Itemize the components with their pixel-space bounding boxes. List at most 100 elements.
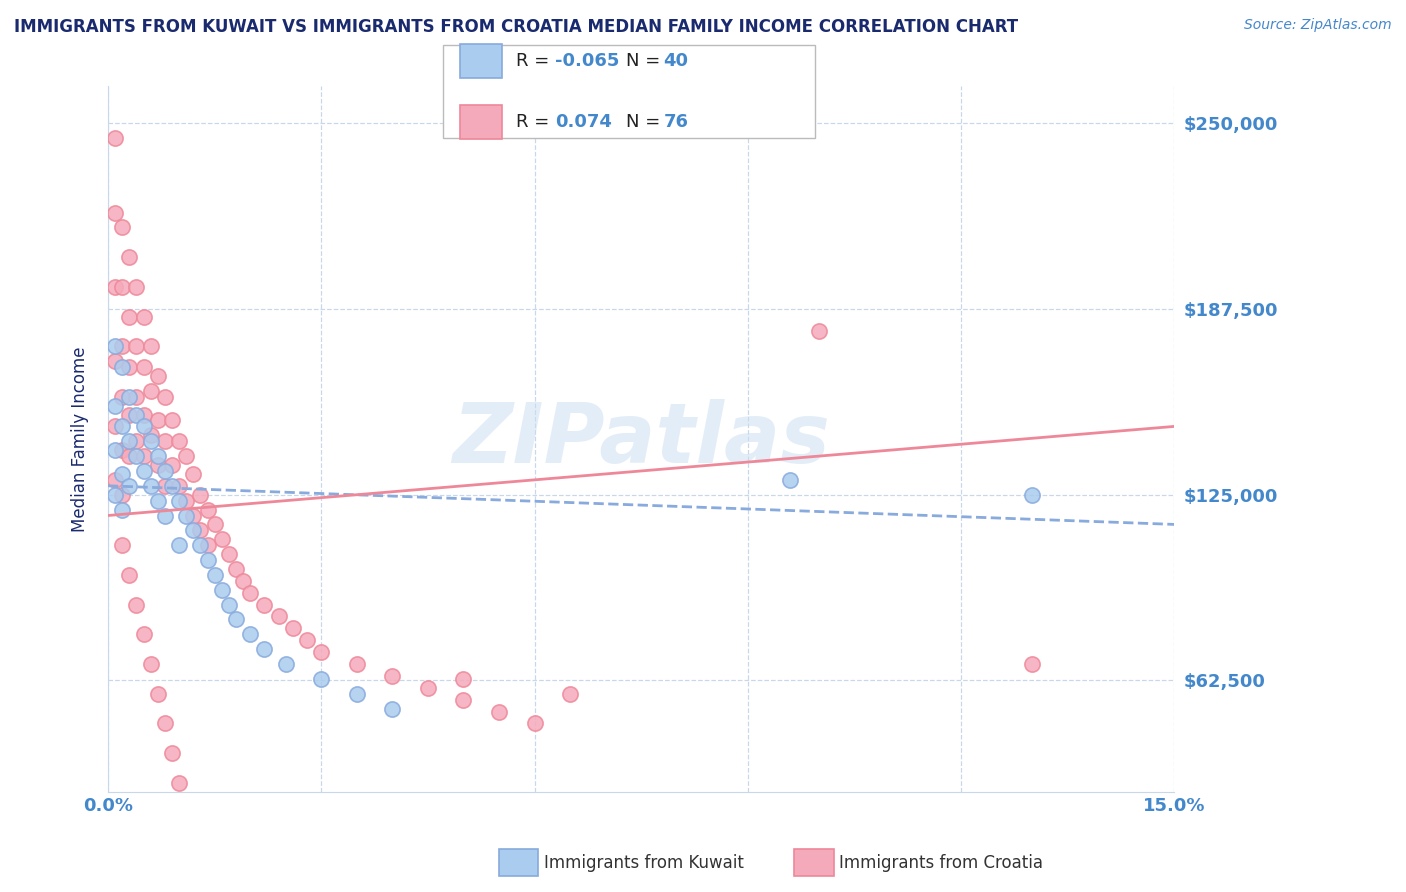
Point — [104, 339, 127, 353]
Point — [1021, 488, 1043, 502]
Y-axis label: Median Family Income: Median Family Income — [72, 346, 89, 532]
Point — [153, 434, 176, 449]
Text: Source: ZipAtlas.com: Source: ZipAtlas.com — [1244, 18, 1392, 32]
Point — [779, 473, 801, 487]
Point — [181, 524, 204, 538]
Point — [153, 390, 176, 404]
Point — [160, 458, 183, 472]
Point — [160, 413, 183, 427]
Point — [381, 669, 404, 683]
Point — [139, 434, 162, 449]
Point — [132, 310, 155, 324]
Point — [146, 368, 169, 383]
Point — [111, 419, 134, 434]
Point — [111, 280, 134, 294]
Point — [146, 413, 169, 427]
Point — [118, 434, 141, 449]
Point — [239, 627, 262, 641]
Point — [346, 657, 368, 671]
Point — [118, 568, 141, 582]
Point — [232, 574, 254, 588]
Text: R =: R = — [516, 52, 555, 70]
Text: N =: N = — [626, 52, 665, 70]
Text: IMMIGRANTS FROM KUWAIT VS IMMIGRANTS FROM CROATIA MEDIAN FAMILY INCOME CORRELATI: IMMIGRANTS FROM KUWAIT VS IMMIGRANTS FRO… — [14, 18, 1018, 36]
Point — [253, 642, 276, 657]
Point — [111, 220, 134, 235]
Point — [139, 339, 162, 353]
Point — [125, 408, 148, 422]
Point — [204, 517, 226, 532]
Point — [197, 538, 219, 552]
Text: R =: R = — [516, 113, 555, 131]
Point — [125, 280, 148, 294]
Point — [346, 687, 368, 701]
Point — [167, 538, 190, 552]
Point — [225, 562, 247, 576]
Point — [104, 443, 127, 458]
Point — [167, 776, 190, 790]
Point — [181, 467, 204, 481]
Point — [190, 524, 212, 538]
Point — [104, 419, 127, 434]
Point — [139, 384, 162, 398]
Point — [132, 408, 155, 422]
Point — [118, 250, 141, 264]
Point — [309, 672, 332, 686]
Point — [295, 633, 318, 648]
Point — [488, 705, 510, 719]
Point — [139, 479, 162, 493]
Point — [381, 701, 404, 715]
Point — [253, 598, 276, 612]
Point — [239, 585, 262, 599]
Point — [309, 645, 332, 659]
Point — [146, 687, 169, 701]
Point — [160, 746, 183, 760]
Text: 0.074: 0.074 — [555, 113, 612, 131]
Point — [558, 687, 581, 701]
Point — [267, 609, 290, 624]
Point — [146, 493, 169, 508]
Point — [197, 553, 219, 567]
Text: N =: N = — [626, 113, 665, 131]
Point — [218, 598, 240, 612]
Point — [160, 479, 183, 493]
Text: Immigrants from Kuwait: Immigrants from Kuwait — [544, 854, 744, 871]
Point — [111, 359, 134, 374]
Point — [197, 502, 219, 516]
Point — [125, 598, 148, 612]
Point — [132, 359, 155, 374]
Point — [118, 390, 141, 404]
Point — [281, 621, 304, 635]
Point — [1021, 657, 1043, 671]
Point — [139, 657, 162, 671]
Point — [118, 408, 141, 422]
Point — [111, 339, 134, 353]
Point — [132, 627, 155, 641]
Point — [104, 280, 127, 294]
Point — [132, 464, 155, 478]
Point — [190, 538, 212, 552]
Point — [225, 612, 247, 626]
Point — [146, 449, 169, 463]
Point — [153, 508, 176, 523]
Point — [153, 479, 176, 493]
Point — [453, 672, 475, 686]
Point — [807, 324, 830, 338]
Point — [118, 310, 141, 324]
Point — [204, 568, 226, 582]
Point — [167, 479, 190, 493]
Point — [132, 449, 155, 463]
Point — [167, 493, 190, 508]
Point — [104, 354, 127, 368]
Point — [190, 488, 212, 502]
Point — [211, 533, 233, 547]
Text: 76: 76 — [664, 113, 689, 131]
Point — [125, 434, 148, 449]
Point — [111, 443, 134, 458]
Point — [139, 428, 162, 442]
Point — [104, 488, 127, 502]
Point — [218, 547, 240, 561]
Text: -0.065: -0.065 — [555, 52, 620, 70]
Point — [118, 359, 141, 374]
Point — [111, 502, 134, 516]
